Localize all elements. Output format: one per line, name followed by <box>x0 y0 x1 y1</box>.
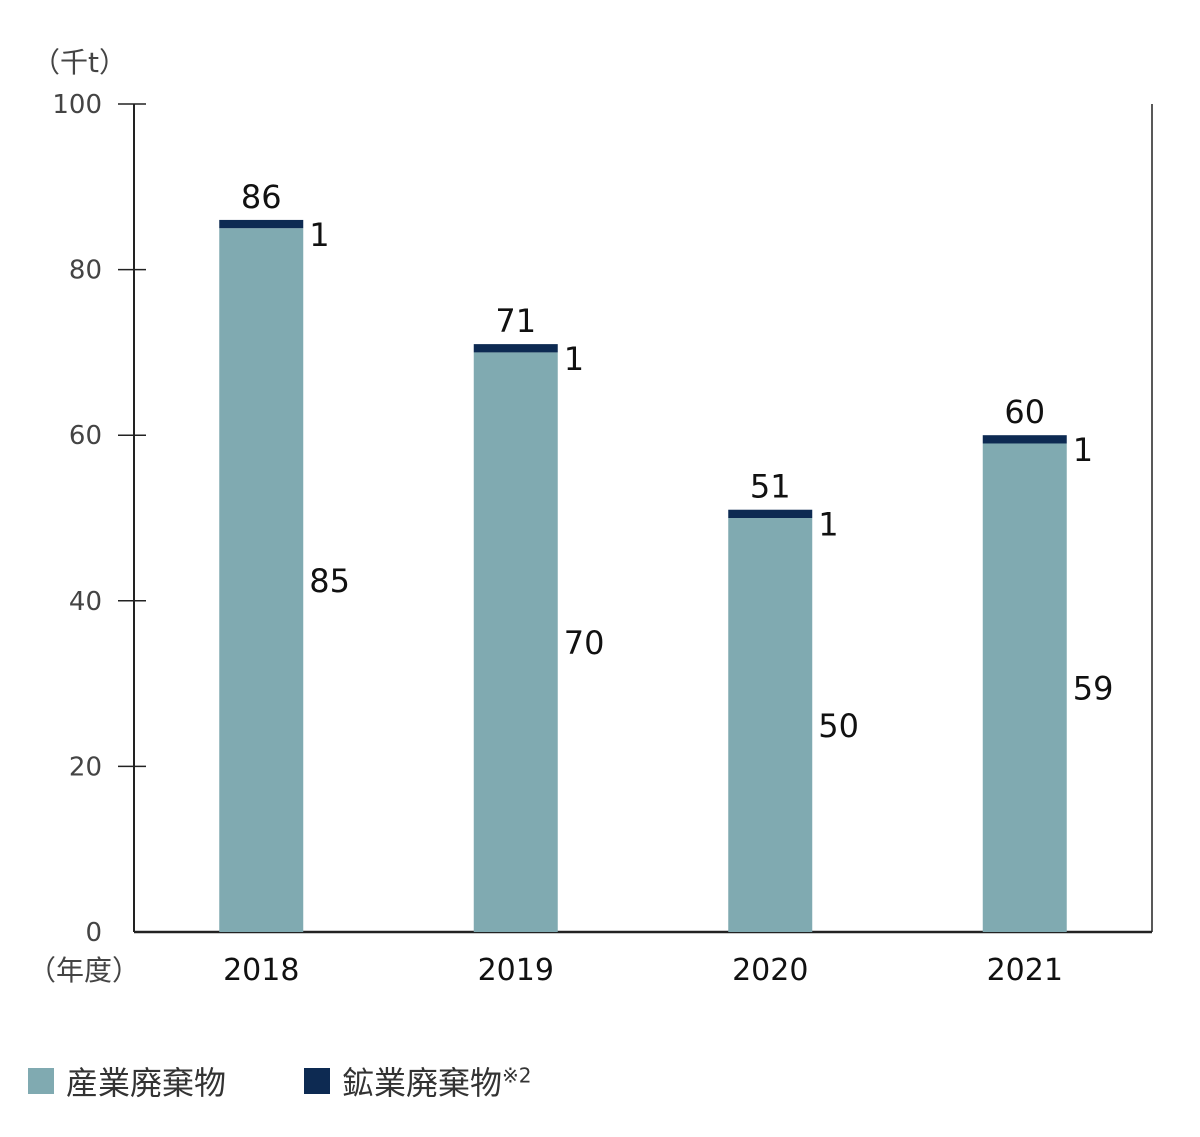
y-tick-label: 80 <box>69 256 102 286</box>
industrial-waste-value-label: 50 <box>818 707 859 745</box>
y-axis-unit-label: （千t） <box>32 46 127 79</box>
legend-label-mining-waste-text: 鉱業廃棄物 <box>342 1064 503 1102</box>
legend-note-mark: ※2 <box>502 1063 532 1088</box>
legend-label-mining-waste: 鉱業廃棄物※2 <box>342 1058 532 1104</box>
legend-swatch-mining-waste <box>304 1068 331 1094</box>
data-labels: 86 1 85 71 1 70 51 1 50 60 1 59 <box>241 178 1114 745</box>
y-tick-label: 60 <box>69 421 102 451</box>
legend-item-industrial-waste: 産業廃棄物 <box>28 1058 226 1104</box>
bar-mining-waste <box>982 435 1067 444</box>
industrial-waste-value-label: 70 <box>564 624 605 662</box>
y-tick-label: 40 <box>69 587 102 617</box>
bar-mining-waste <box>728 509 813 518</box>
mining-waste-value-label: 1 <box>564 340 584 378</box>
bar-industrial-waste <box>728 518 813 932</box>
x-category-label: 2020 <box>732 953 808 988</box>
y-tick-label: 20 <box>69 752 102 782</box>
industrial-waste-value-label: 59 <box>1073 670 1114 708</box>
y-tick-label: 0 <box>85 918 102 948</box>
bar-industrial-waste <box>473 352 558 932</box>
bar-industrial-waste <box>219 228 304 932</box>
x-axis-categories: 2018 2019 2020 2021 <box>223 953 1063 988</box>
legend-label-industrial-waste: 産業廃棄物 <box>66 1064 227 1102</box>
x-category-label: 2018 <box>223 953 299 988</box>
total-label: 86 <box>241 178 282 216</box>
legend-item-mining-waste: 鉱業廃棄物※2 <box>304 1058 532 1104</box>
mining-waste-value-label: 1 <box>309 216 329 254</box>
axes <box>133 104 1153 934</box>
mining-waste-value-label: 1 <box>1073 431 1093 469</box>
bars <box>219 219 1067 932</box>
bar-mining-waste <box>473 344 558 353</box>
legend: 産業廃棄物 鉱業廃棄物※2 <box>28 1058 610 1104</box>
total-label: 51 <box>750 468 791 506</box>
x-category-label: 2019 <box>478 953 554 988</box>
total-label: 71 <box>495 302 536 340</box>
x-category-label: 2021 <box>987 953 1063 988</box>
industrial-waste-value-label: 85 <box>309 562 350 600</box>
total-label: 60 <box>1004 393 1045 431</box>
legend-swatch-industrial-waste <box>28 1068 54 1094</box>
bar-industrial-waste <box>982 443 1067 932</box>
x-axis-unit-label: （年度） <box>28 954 140 987</box>
mining-waste-value-label: 1 <box>818 506 838 544</box>
y-tick-label: 100 <box>52 90 102 120</box>
y-axis-ticks: 0 20 40 60 80 100 <box>52 90 146 948</box>
bar-mining-waste <box>219 219 304 229</box>
